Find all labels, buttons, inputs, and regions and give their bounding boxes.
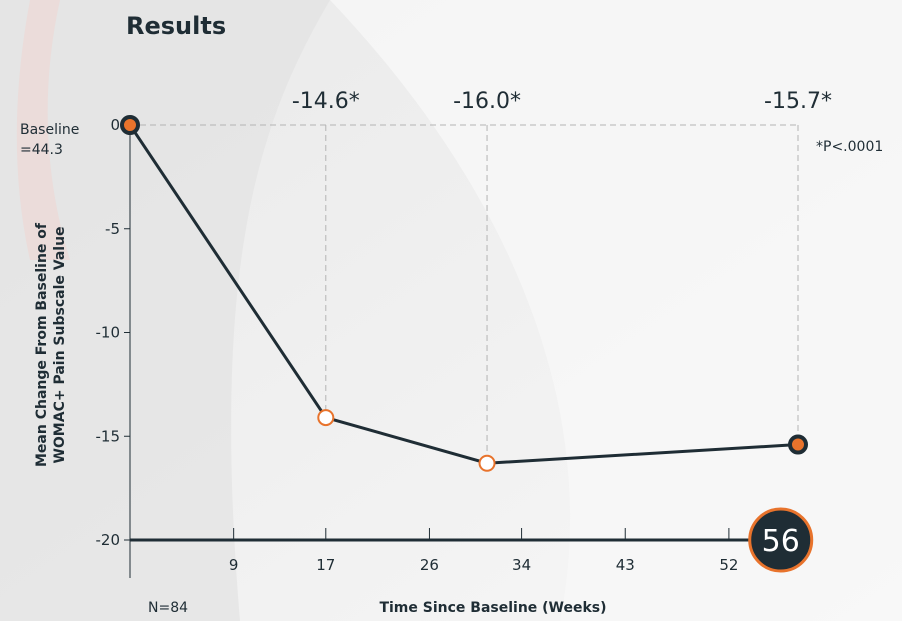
data-label: -14.6*	[292, 89, 360, 114]
highlight-week-badge	[748, 507, 814, 573]
y-tick-label: -5	[105, 220, 120, 238]
x-tick-label: 52	[719, 556, 738, 574]
highlight-week-label: 56	[762, 524, 800, 559]
x-tick-label: 9	[229, 556, 239, 574]
y-tick-label: -15	[96, 427, 121, 445]
data-point	[788, 434, 808, 455]
y-axis-label-line2: WOMAC+ Pain Subscale Value	[52, 226, 68, 463]
data-point	[478, 454, 496, 472]
series-line	[128, 124, 799, 465]
footnote: *P<.0001	[816, 139, 883, 155]
x-tick-label: 26	[420, 556, 439, 574]
baseline-label: Baseline	[20, 122, 79, 138]
y-tick-label: -20	[96, 531, 121, 549]
page-title: Results	[126, 12, 226, 40]
highlight-week: 56	[748, 507, 814, 573]
data-series	[120, 115, 808, 472]
sample-size: N=84	[148, 600, 188, 616]
guide-lines	[130, 124, 800, 456]
data-labels: -14.6* -16.0* -15.7*	[292, 89, 832, 114]
data-point	[120, 115, 140, 135]
y-axis-label-line1: Mean Change From Baseline of	[34, 222, 50, 467]
baseline-value: =44.3	[20, 142, 63, 158]
x-axis-label: Time Since Baseline (Weeks)	[379, 600, 606, 616]
y-tick-label: -10	[96, 324, 121, 342]
y-tick-label: 0	[110, 116, 120, 134]
x-tick-label: 17	[316, 556, 335, 574]
x-tick-label: 43	[616, 556, 635, 574]
data-label: -16.0*	[453, 89, 521, 114]
data-point	[317, 409, 335, 427]
x-tick-label: 34	[512, 556, 531, 574]
data-label: -15.7*	[764, 89, 832, 114]
axes: 0 -5 -10 -15 -20 9 17 26 34 43 52	[96, 116, 800, 578]
